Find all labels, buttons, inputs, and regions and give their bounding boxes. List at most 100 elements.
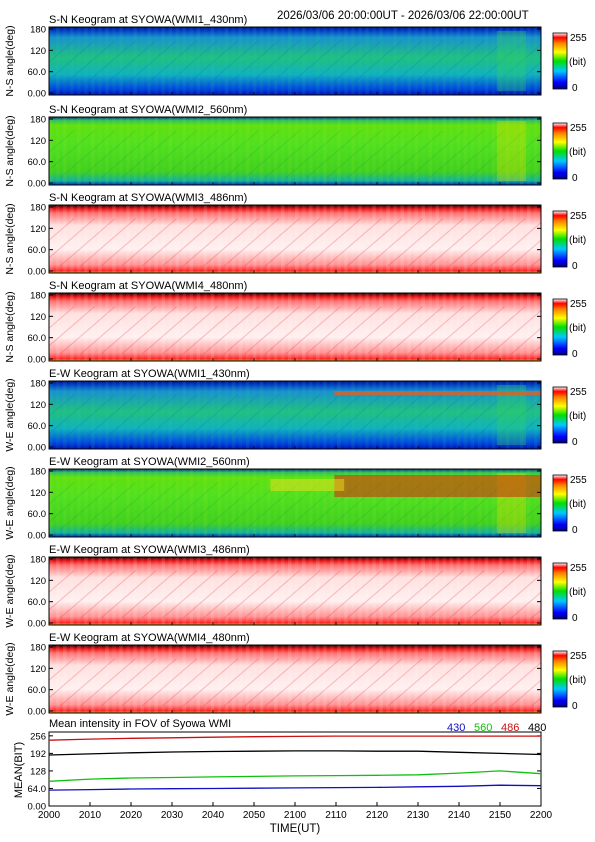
mean-chart-series bbox=[48, 735, 542, 791]
keogram-texture bbox=[49, 557, 541, 625]
colorbar: 255 (bit) 0 bbox=[552, 386, 587, 448]
time-axis-tick-label: 2130 bbox=[407, 810, 430, 821]
colorbar-max-label: 255 bbox=[570, 123, 587, 134]
keogram-title: E-W Keogram at SYOWA(WMI1_430nm) bbox=[49, 368, 250, 380]
series-line-480 bbox=[48, 750, 542, 756]
keogram-texture bbox=[49, 469, 541, 537]
keogram-y-tick-label: 120 bbox=[30, 576, 46, 587]
keogram-y-tick-label: 0.00 bbox=[28, 355, 47, 366]
keogram-panels: S-N Keogram at SYOWA(WMI1_430nm)18012060… bbox=[4, 14, 587, 718]
mean-chart-y-tick-label: 0.00 bbox=[28, 802, 47, 813]
colorbar: 255 (bit) 0 bbox=[552, 474, 587, 536]
mean-chart-ylabel: MEAN(BIT) bbox=[13, 742, 25, 798]
time-axis-tick-label: 2030 bbox=[161, 810, 184, 821]
keogram-y-tick-label: 60.0 bbox=[28, 67, 47, 78]
colorbar-min-label: 0 bbox=[572, 701, 578, 712]
keogram-y-tick-label: 180 bbox=[30, 379, 46, 390]
keogram-image bbox=[49, 557, 541, 625]
colorbar-unit-label: (bit) bbox=[569, 235, 586, 246]
keogram-y-tick-label: 60.0 bbox=[28, 597, 47, 608]
keogram-title: E-W Keogram at SYOWA(WMI2_560nm) bbox=[49, 456, 250, 468]
keogram-y-tick-label: 120 bbox=[30, 400, 46, 411]
keogram-y-tick-label: 60.0 bbox=[28, 421, 47, 432]
legend-entry-430: 430 bbox=[447, 722, 465, 734]
keogram-texture bbox=[49, 27, 541, 95]
keogram-y-label: W-E angle(deg) bbox=[4, 554, 16, 627]
time-axis-tick-label: 2150 bbox=[489, 810, 512, 821]
time-axis: 2000 2010 2020 2030 2040 2050 2100 2110 2120 2130… bbox=[38, 92, 553, 821]
time-axis-tick-label: 2050 bbox=[243, 810, 266, 821]
keogram-y-tick-label: 0.00 bbox=[28, 619, 47, 630]
series-line-486 bbox=[48, 735, 541, 741]
keogram-y-label: N-S angle(deg) bbox=[4, 25, 16, 96]
keogram-title: S-N Keogram at SYOWA(WMI3_486nm) bbox=[49, 192, 247, 204]
keogram-texture bbox=[49, 381, 541, 449]
chart-legend: 430 560 486 480 bbox=[447, 722, 546, 734]
keogram-y-tick-label: 180 bbox=[30, 203, 46, 214]
keogram-y-label: N-S angle(deg) bbox=[4, 115, 16, 186]
colorbar-min-label: 0 bbox=[572, 83, 578, 94]
time-axis-tick-label: 2040 bbox=[202, 810, 225, 821]
colorbar-max-label: 255 bbox=[570, 651, 587, 662]
keogram-texture bbox=[49, 117, 541, 185]
keogram-y-tick-label: 120 bbox=[30, 224, 46, 235]
colorbar-unit-label: (bit) bbox=[569, 323, 586, 334]
keogram-title: E-W Keogram at SYOWA(WMI4_480nm) bbox=[49, 632, 250, 644]
keogram-y-tick-label: 0.00 bbox=[28, 707, 47, 718]
colorbar: 255 (bit) 0 bbox=[552, 562, 587, 624]
mean-intensity-chart: Mean intensity in FOV of Syowa WMI 430 56… bbox=[13, 718, 546, 813]
keogram-texture bbox=[49, 293, 541, 361]
colorbar-max-label: 255 bbox=[570, 33, 587, 44]
colorbar-unit-label: (bit) bbox=[569, 675, 586, 686]
keogram-y-tick-label: 180 bbox=[30, 467, 46, 478]
keogram-y-tick-label: 120 bbox=[30, 136, 46, 147]
keogram-image bbox=[49, 293, 541, 361]
keogram-y-tick-label: 120 bbox=[30, 312, 46, 323]
keogram-panel: E-W Keogram at SYOWA(WMI2_560nm)180 120 60… bbox=[4, 456, 587, 542]
keogram-y-label: N-S angle(deg) bbox=[4, 203, 16, 274]
colorbar: 255 (bit) 0 bbox=[552, 650, 587, 712]
colorbar-max-label: 255 bbox=[570, 563, 587, 574]
legend-entry-486: 486 bbox=[501, 722, 519, 734]
keogram-y-tick-label: 0.00 bbox=[28, 179, 47, 190]
colorbar-max-label: 255 bbox=[570, 299, 587, 310]
keogram-y-tick-label: 0.00 bbox=[28, 531, 47, 542]
mean-chart-title: Mean intensity in FOV of Syowa WMI bbox=[49, 718, 231, 730]
mean-chart-y-tick-label: 192 bbox=[30, 749, 46, 760]
keogram-y-tick-label: 180 bbox=[30, 643, 46, 654]
colorbar: 255 (bit) 0 bbox=[552, 298, 587, 360]
keogram-y-tick-label: 0.00 bbox=[28, 443, 47, 454]
colorbar-max-label: 255 bbox=[570, 211, 587, 222]
time-axis-tick-label: 2140 bbox=[448, 810, 471, 821]
mean-chart-frame bbox=[48, 731, 542, 807]
legend-entry-560: 560 bbox=[474, 722, 492, 734]
keogram-y-tick-label: 180 bbox=[30, 115, 46, 126]
keogram-y-tick-label: 0.00 bbox=[28, 267, 47, 278]
colorbar-max-label: 255 bbox=[570, 387, 587, 398]
time-axis-tick-label: 2000 bbox=[38, 810, 61, 821]
series-line-560 bbox=[48, 770, 542, 782]
keogram-y-tick-label: 60.0 bbox=[28, 157, 47, 168]
keogram-image bbox=[49, 117, 541, 185]
colorbar-unit-label: (bit) bbox=[569, 499, 586, 510]
colorbar-min-label: 0 bbox=[572, 173, 578, 184]
colorbar-unit-label: (bit) bbox=[569, 147, 586, 158]
time-range-header: 2026/03/06 20:00:00UT - 2026/03/06 22:00… bbox=[277, 10, 529, 22]
keogram-y-tick-label: 120 bbox=[30, 46, 46, 57]
colorbar: 255 (bit) 0 bbox=[552, 122, 587, 184]
keogram-y-tick-label: 60.0 bbox=[28, 245, 47, 256]
keogram-y-label: W-E angle(deg) bbox=[4, 642, 16, 715]
colorbar-min-label: 0 bbox=[572, 349, 578, 360]
keogram-image bbox=[49, 205, 541, 273]
colorbar-min-label: 0 bbox=[572, 437, 578, 448]
keogram-panel: E-W Keogram at SYOWA(WMI1_430nm)180 120 60… bbox=[4, 368, 587, 454]
keogram-y-tick-label: 60.0 bbox=[28, 509, 47, 520]
keogram-panel: S-N Keogram at SYOWA(WMI1_430nm)180 120 60… bbox=[4, 14, 587, 100]
keogram-y-tick-label: 120 bbox=[30, 488, 46, 499]
mean-chart-y-tick-label: 64.0 bbox=[28, 784, 47, 795]
keogram-y-tick-label: 180 bbox=[30, 25, 46, 36]
colorbar-unit-label: (bit) bbox=[569, 57, 586, 68]
keogram-title: S-N Keogram at SYOWA(WMI4_480nm) bbox=[49, 280, 247, 292]
keogram-texture bbox=[49, 205, 541, 273]
